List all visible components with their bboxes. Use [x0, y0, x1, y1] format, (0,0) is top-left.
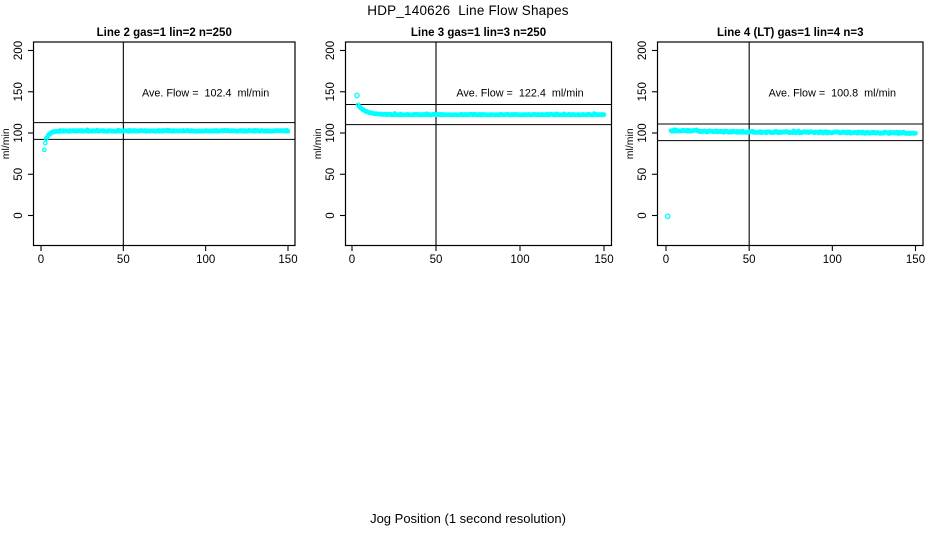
x-axis-title: Jog Position (1 second resolution) — [370, 511, 566, 526]
x-tick-label: 100 — [196, 254, 215, 266]
y-tick-label: 150 — [13, 82, 25, 101]
panel-title: Line 4 (LT) gas=1 lin=4 n=3 — [717, 27, 863, 39]
data-point — [601, 112, 607, 117]
panel-1: Line 2 gas=1 lin=2 n=250 0 50 100 150 200 ml/m… — [0, 27, 298, 266]
outlier-point — [664, 213, 671, 220]
panel-title: Line 2 gas=1 lin=2 n=250 — [97, 27, 232, 39]
average-flow-annotation: Ave. Flow = 102.4 ml/min — [142, 88, 269, 100]
y-axis-unit-label: ml/min — [0, 128, 12, 159]
data-point — [913, 130, 918, 136]
data-point — [41, 147, 47, 153]
y-tick-label: 50 — [325, 168, 337, 181]
panel-2: Line 3 gas=1 lin=3 n=250 0 50 100 150 200 ml/m… — [312, 27, 614, 266]
x-tick-label: 50 — [743, 254, 756, 266]
figure-title: HDP_140626 Line Flow Shapes — [367, 3, 569, 18]
y-tick-label: 200 — [325, 41, 337, 60]
y-tick-label: 150 — [325, 82, 337, 101]
y-tick-label: 50 — [637, 168, 649, 181]
plot-box — [344, 41, 613, 247]
x-tick-label: 150 — [906, 254, 925, 266]
x-tick-label: 150 — [278, 254, 297, 266]
y-tick-label: 150 — [637, 82, 649, 101]
y-tick-label: 0 — [13, 212, 25, 218]
y-axis-unit-label: ml/min — [624, 128, 636, 159]
y-tick-label: 100 — [637, 123, 649, 142]
x-tick-label: 0 — [349, 254, 355, 266]
data-points-series — [354, 92, 607, 118]
y-tick-label: 200 — [13, 41, 25, 60]
panel-3: Line 4 (LT) gas=1 lin=4 n=3 0 50 100 150 200 m… — [624, 27, 925, 266]
plot-box — [656, 41, 924, 247]
data-point — [42, 140, 48, 146]
x-tick-label: 0 — [38, 254, 44, 266]
data-points-series — [664, 127, 918, 220]
y-tick-label: 100 — [13, 123, 25, 142]
y-tick-label: 0 — [637, 212, 649, 218]
x-tick-label: 100 — [510, 254, 529, 266]
plot-box — [32, 41, 296, 247]
y-tick-label: 200 — [637, 41, 649, 60]
x-tick-label: 0 — [663, 254, 669, 266]
x-tick-label: 100 — [823, 254, 842, 266]
average-flow-annotation: Ave. Flow = 100.8 ml/min — [769, 88, 896, 100]
x-tick-label: 150 — [594, 254, 613, 266]
data-point — [285, 128, 291, 134]
outlier-point — [354, 92, 360, 99]
y-tick-label: 100 — [325, 123, 337, 142]
average-flow-annotation: Ave. Flow = 122.4 ml/min — [456, 88, 583, 100]
panel-title: Line 3 gas=1 lin=3 n=250 — [411, 27, 546, 39]
y-tick-label: 50 — [13, 168, 25, 181]
data-points-series — [41, 127, 291, 153]
x-tick-label: 50 — [430, 254, 443, 266]
y-tick-label: 0 — [325, 212, 337, 218]
y-axis-unit-label: ml/min — [312, 128, 324, 159]
x-tick-label: 50 — [117, 254, 130, 266]
